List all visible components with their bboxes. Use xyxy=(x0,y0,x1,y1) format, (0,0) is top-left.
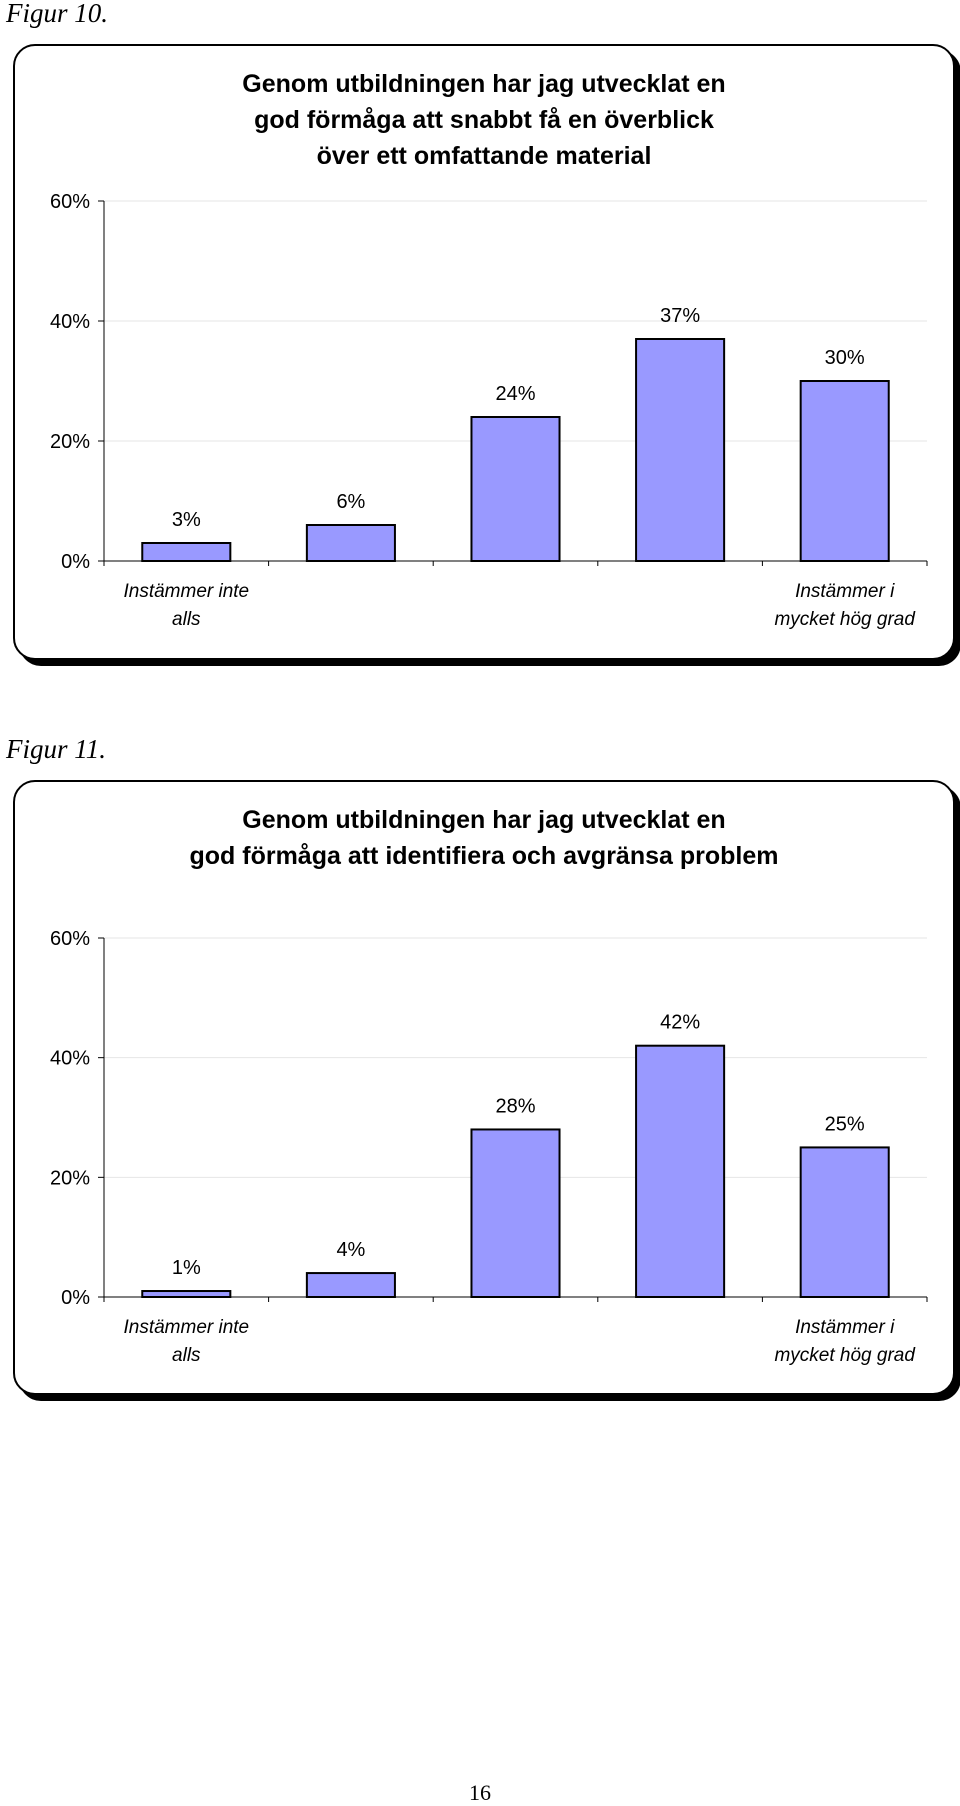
y-tick-label: 20% xyxy=(50,1167,90,1189)
category-label: Instämmer i xyxy=(795,1317,895,1338)
y-tick-label: 0% xyxy=(61,1287,90,1309)
y-tick-label: 60% xyxy=(50,928,90,950)
chart-title-line: Genom utbildningen har jag utvecklat en xyxy=(242,70,726,98)
chart-title: Genom utbildningen har jag utvecklat en … xyxy=(15,802,953,874)
bar xyxy=(470,416,561,562)
data-label: 37% xyxy=(660,305,700,327)
bar-chart-svg: 0% 20% 40% 60% 1% Instämmer inte alls 4% 28% 42% 2… xyxy=(50,928,928,1366)
category-label: Instämmer i xyxy=(795,581,895,602)
figure-caption: Figur 10. xyxy=(6,0,109,28)
category-label: mycket hög grad xyxy=(774,1345,916,1366)
bar xyxy=(305,1272,396,1299)
bar xyxy=(635,1044,726,1299)
data-label: 30% xyxy=(825,347,865,369)
y-tick-label: 40% xyxy=(50,311,90,333)
chart-title-line: god förmåga att identifiera och avgränsa… xyxy=(189,842,779,870)
y-tick-label: 40% xyxy=(50,1048,90,1070)
data-label: 42% xyxy=(660,1012,700,1034)
bar xyxy=(470,1128,561,1299)
bar xyxy=(635,338,726,562)
bar xyxy=(141,542,232,562)
y-tick-label: 20% xyxy=(50,431,90,453)
category-label: Instämmer inte xyxy=(123,581,249,602)
category-label: alls xyxy=(172,1345,201,1366)
bar xyxy=(305,524,396,562)
data-label: 25% xyxy=(825,1113,865,1135)
category-label: Instämmer inte xyxy=(123,1317,249,1338)
chart-panel: Genom utbildningen har jag utvecklat en … xyxy=(13,44,955,660)
y-tick-label: 60% xyxy=(50,191,90,213)
data-label: 4% xyxy=(336,1239,365,1261)
bar xyxy=(799,380,890,562)
chart-panel: Genom utbildningen har jag utvecklat en … xyxy=(13,780,955,1395)
y-tick-label: 0% xyxy=(61,551,90,573)
data-label: 3% xyxy=(172,509,201,531)
category-label: mycket hög grad xyxy=(774,609,916,630)
page-number: 16 xyxy=(469,1780,491,1805)
chart-title-line: över ett omfattande material xyxy=(316,142,652,170)
category-label: alls xyxy=(172,609,201,630)
data-label: 28% xyxy=(495,1095,535,1117)
figure-caption: Figur 11. xyxy=(6,734,106,764)
bar xyxy=(799,1146,890,1298)
bar-chart-svg: 0% 20% 40% 60% 3% Instämmer inte alls 6% 24% 37% 3… xyxy=(50,191,928,630)
data-label: 1% xyxy=(172,1257,201,1279)
data-label: 6% xyxy=(336,491,365,513)
data-label: 24% xyxy=(495,383,535,405)
chart-title: Genom utbildningen har jag utvecklat en … xyxy=(15,66,953,174)
chart-title-line: god förmåga att snabbt få en överblick xyxy=(254,106,714,134)
bar xyxy=(141,1290,232,1298)
chart-title-line: Genom utbildningen har jag utvecklat en xyxy=(242,806,726,834)
